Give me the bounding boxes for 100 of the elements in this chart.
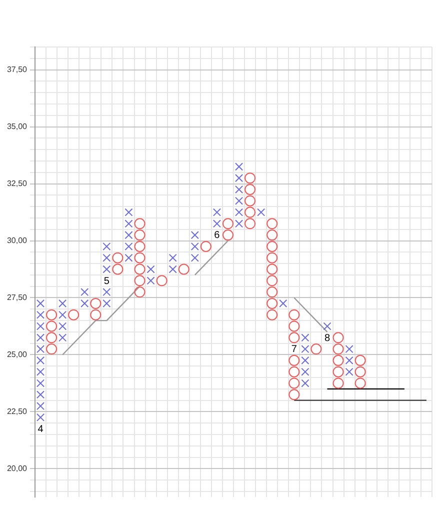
point — [266, 218, 278, 230]
point — [46, 332, 58, 344]
point — [244, 172, 256, 184]
point — [36, 402, 45, 410]
point — [36, 310, 45, 319]
point — [234, 220, 244, 228]
point — [345, 345, 354, 354]
point — [190, 254, 199, 262]
point — [36, 322, 45, 330]
point — [102, 288, 111, 296]
point — [36, 345, 45, 354]
point — [212, 208, 221, 216]
point — [90, 298, 102, 309]
point — [266, 286, 278, 298]
point — [124, 208, 133, 216]
point — [354, 366, 366, 378]
y-tick-label: 27,50 — [6, 292, 28, 302]
y-tick-label: 37,50 — [6, 65, 28, 74]
point — [234, 196, 244, 205]
point — [244, 184, 256, 195]
point — [244, 195, 256, 206]
point — [234, 162, 244, 171]
point — [257, 208, 266, 216]
point — [36, 334, 45, 342]
point — [301, 356, 310, 364]
annotation: 6 — [214, 230, 220, 241]
point — [112, 264, 124, 275]
point — [234, 185, 244, 194]
point — [124, 220, 133, 228]
point — [46, 344, 58, 355]
point — [244, 218, 256, 230]
point — [266, 309, 278, 320]
point — [134, 275, 146, 286]
y-tick-label: 25,00 — [6, 350, 28, 359]
point — [354, 354, 366, 366]
point — [168, 254, 177, 262]
point — [266, 298, 278, 309]
point — [134, 264, 146, 275]
point — [36, 368, 45, 376]
point — [36, 356, 45, 364]
point — [288, 366, 300, 378]
point — [80, 288, 89, 296]
point — [68, 309, 80, 320]
point — [134, 230, 146, 241]
point — [279, 299, 288, 308]
point — [266, 252, 278, 264]
point — [288, 320, 300, 332]
point — [310, 344, 322, 355]
point — [212, 220, 221, 228]
point — [124, 231, 133, 240]
point — [36, 390, 45, 399]
point — [102, 265, 111, 274]
point — [266, 230, 278, 241]
point — [190, 242, 199, 250]
point — [58, 334, 67, 342]
point — [323, 322, 332, 330]
point — [354, 378, 366, 389]
point — [288, 309, 300, 320]
point — [146, 265, 155, 274]
point — [46, 320, 58, 332]
annotation: 7 — [291, 344, 298, 355]
point — [332, 332, 344, 344]
point — [134, 286, 146, 298]
point — [266, 264, 278, 275]
point — [301, 345, 310, 354]
point — [266, 275, 278, 286]
point — [244, 206, 256, 218]
point — [190, 231, 199, 240]
point — [345, 356, 354, 364]
point — [301, 368, 310, 376]
point — [102, 299, 111, 308]
point — [58, 299, 67, 308]
point — [332, 378, 344, 389]
point — [102, 254, 111, 262]
point — [124, 242, 133, 250]
y-tick-label: 22,50 — [6, 406, 28, 416]
point — [58, 310, 67, 319]
point — [234, 174, 244, 182]
point — [301, 334, 310, 342]
point — [156, 275, 168, 286]
point — [222, 218, 234, 230]
annotation: 5 — [104, 276, 110, 287]
point — [124, 254, 133, 262]
point — [36, 413, 45, 422]
y-tick-label: 35,00 — [6, 122, 28, 131]
point — [90, 309, 102, 320]
point — [234, 208, 244, 216]
annotation: 4 — [38, 424, 44, 435]
point — [288, 378, 300, 389]
point — [36, 379, 45, 388]
point — [288, 332, 300, 344]
point — [178, 264, 190, 275]
point — [168, 265, 177, 274]
point — [332, 366, 344, 378]
point — [288, 389, 300, 400]
point — [332, 354, 344, 366]
y-tick-label: 32,50 — [6, 178, 28, 188]
point — [146, 276, 155, 285]
y-tick-label: 30,00 — [6, 236, 28, 245]
point — [36, 299, 45, 308]
